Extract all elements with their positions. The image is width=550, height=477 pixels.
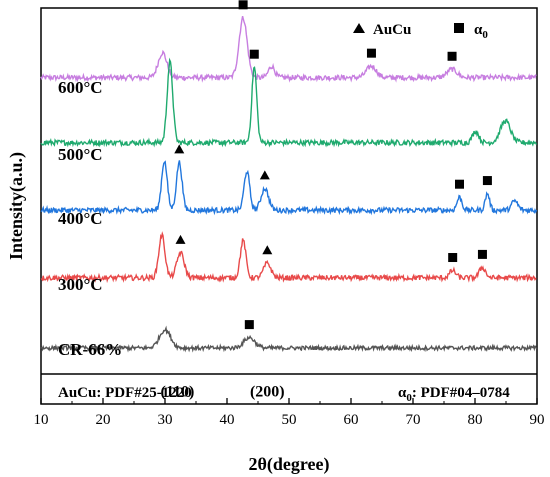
legend: AuCu α0 xyxy=(353,22,488,41)
series-line-400-c xyxy=(40,160,538,216)
legend-label-aucu: AuCu xyxy=(373,22,411,38)
x-tick-label-10: 10 xyxy=(34,412,49,428)
annotation-200: (200) xyxy=(250,384,285,401)
series-label-cr-66: CR-66% xyxy=(58,340,122,359)
x-tick-label-40: 40 xyxy=(220,412,235,428)
peak-annotations: (110) (200) xyxy=(161,384,285,401)
marker-alpha0-400-c xyxy=(482,176,492,186)
marker-aucu-400-c xyxy=(174,144,185,154)
legend-label-alpha0: α0 xyxy=(474,22,488,41)
x-tick-label-70: 70 xyxy=(406,412,421,428)
phase-markers xyxy=(174,0,492,330)
x-tick-label-60: 60 xyxy=(344,412,359,428)
marker-aucu-300-c xyxy=(175,234,186,244)
marker-alpha0-600-c xyxy=(366,48,376,58)
x-tick-label-80: 80 xyxy=(468,412,483,428)
marker-aucu-300-c xyxy=(262,245,273,255)
y-axis-title: Intensity(a.u.) xyxy=(6,152,27,260)
series-line-300-c xyxy=(40,231,537,284)
series-line-cr-66 xyxy=(40,325,538,353)
marker-alpha0-500-c xyxy=(249,49,259,59)
x-tick-label-30: 30 xyxy=(158,412,173,428)
legend-triangle-icon xyxy=(353,23,365,33)
series-label-600-c: 600°C xyxy=(58,78,103,97)
pdf-ref-aucu: AuCu: PDF#25-1220 xyxy=(58,385,192,401)
pdf-references: AuCu: PDF#25-1220 α0: PDF#04–0784 xyxy=(58,385,510,404)
series-label-400-c: 400°C xyxy=(58,209,103,228)
x-tick-label-50: 50 xyxy=(282,412,297,428)
annotation-110: (110) xyxy=(161,384,195,401)
series-labels: 600°C 500°C 400°C 300°C CR-66% xyxy=(58,78,122,359)
series-line-600-c xyxy=(40,15,537,83)
series-label-500-c: 500°C xyxy=(58,145,103,164)
x-tick-label-20: 20 xyxy=(96,412,111,428)
marker-alpha0-300-c xyxy=(448,253,458,263)
marker-alpha0-400-c xyxy=(455,179,464,189)
x-axis-ticks: 10 20 30 40 50 60 70 80 90 xyxy=(34,398,545,428)
legend-square-icon xyxy=(454,23,464,33)
x-tick-label-90: 90 xyxy=(530,412,545,428)
series-line-500-c xyxy=(40,57,538,148)
series-curves xyxy=(40,15,538,353)
x-axis-title: 2θ(degree) xyxy=(248,454,329,475)
marker-aucu-400-c xyxy=(259,170,270,180)
marker-alpha0-600-c xyxy=(238,0,248,10)
marker-alpha0-cr-66 xyxy=(244,320,254,330)
series-label-300-c: 300°C xyxy=(58,275,103,294)
marker-alpha0-300-c xyxy=(477,249,487,259)
marker-alpha0-600-c xyxy=(447,51,457,61)
pdf-ref-alpha0: α0: PDF#04–0784 xyxy=(398,385,510,404)
